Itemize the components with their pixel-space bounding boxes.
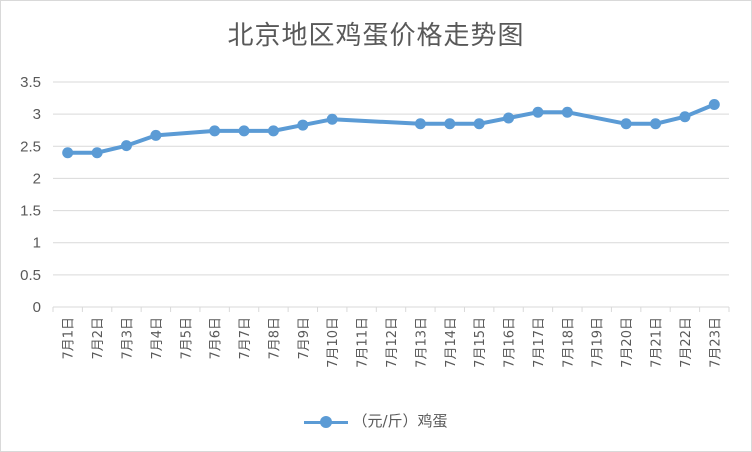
y-tick-label: 2.5 bbox=[20, 138, 41, 155]
data-point bbox=[62, 147, 74, 159]
data-point bbox=[209, 125, 221, 137]
data-point bbox=[679, 111, 691, 123]
x-tick-label: 7月21日 bbox=[650, 317, 665, 368]
data-point bbox=[297, 119, 309, 131]
legend-series-label: （元/斤）鸡蛋 bbox=[352, 412, 448, 430]
data-point bbox=[150, 129, 162, 141]
x-tick-label: 7月6日 bbox=[209, 317, 224, 360]
y-tick-label: 3.5 bbox=[20, 74, 41, 91]
x-tick-label: 7月2日 bbox=[91, 317, 106, 360]
x-tick-label: 7月8日 bbox=[267, 317, 282, 360]
x-tick-label: 7月22日 bbox=[679, 317, 694, 368]
x-tick-label: 7月3日 bbox=[120, 317, 135, 360]
y-tick-label: 2 bbox=[33, 170, 41, 187]
y-tick-label: 0 bbox=[33, 299, 41, 316]
x-tick-label: 7月5日 bbox=[179, 317, 194, 360]
x-tick-label: 7月4日 bbox=[150, 317, 165, 360]
x-tick-label: 7月15日 bbox=[473, 317, 488, 368]
data-point bbox=[238, 125, 250, 137]
legend: （元/斤）鸡蛋 bbox=[1, 410, 751, 431]
x-tick-label: 7月23日 bbox=[708, 317, 723, 368]
data-point bbox=[91, 147, 103, 159]
y-tick-label: 0.5 bbox=[20, 267, 41, 284]
y-tick-label: 1.5 bbox=[20, 203, 41, 220]
data-point bbox=[267, 125, 279, 137]
data-point bbox=[444, 118, 456, 130]
x-tick-label: 7月20日 bbox=[620, 317, 635, 368]
y-tick-label: 1 bbox=[33, 235, 41, 252]
x-tick-label: 7月17日 bbox=[532, 317, 547, 368]
x-tick-label: 7月7日 bbox=[238, 317, 253, 360]
legend-series-marker bbox=[304, 415, 349, 429]
data-point bbox=[473, 118, 485, 130]
x-tick-label: 7月14日 bbox=[444, 317, 459, 368]
data-point bbox=[620, 118, 632, 130]
data-point bbox=[708, 99, 720, 110]
x-tick-label: 7月1日 bbox=[62, 317, 77, 360]
data-point bbox=[120, 140, 132, 152]
chart-title: 北京地区鸡蛋价格走势图 bbox=[227, 21, 525, 51]
x-tick-label: 7月9日 bbox=[297, 317, 312, 360]
x-tick-label: 7月18日 bbox=[561, 317, 576, 368]
data-point bbox=[532, 106, 544, 118]
data-point bbox=[561, 106, 573, 118]
x-tick-label: 7月13日 bbox=[414, 317, 429, 368]
y-tick-label: 3 bbox=[33, 106, 41, 123]
x-tick-label: 7月16日 bbox=[503, 317, 518, 368]
series-line bbox=[65, 102, 717, 155]
data-point bbox=[650, 118, 662, 130]
x-tick-label: 7月12日 bbox=[385, 317, 400, 368]
data-point bbox=[326, 113, 338, 125]
x-tick-label: 7月10日 bbox=[326, 317, 341, 368]
data-point bbox=[414, 118, 426, 130]
x-tick-label: 7月11日 bbox=[356, 317, 371, 368]
x-tick-label: 7月19日 bbox=[591, 317, 606, 368]
data-point bbox=[503, 112, 515, 124]
